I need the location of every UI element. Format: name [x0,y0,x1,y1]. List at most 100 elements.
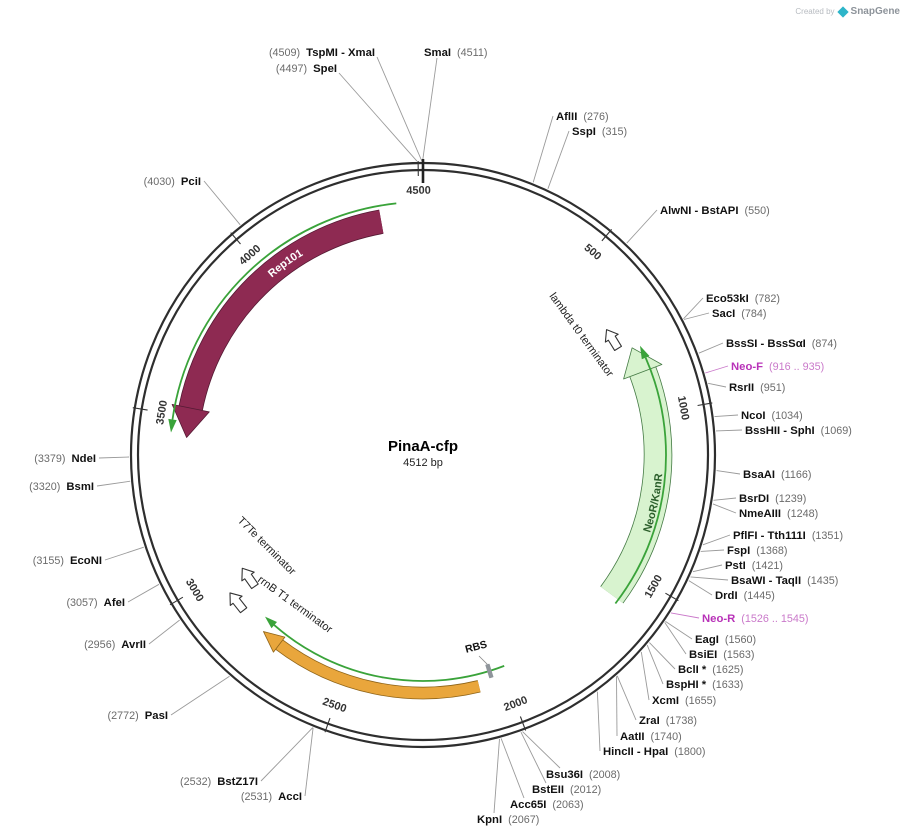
leader-line-econi [104,546,144,561]
site-label-avrii: (2956) AvrII [84,639,146,651]
leader-line-bsrdi [713,497,737,501]
site-label-bsshii-sphi: BssHII - SphI (1069) [745,425,852,437]
rbs-label: RBS [464,638,489,655]
terminator-arrow-rrnb-t1-terminator [229,592,248,614]
site-label-bsu36i: Bsu36I (2008) [546,769,620,781]
site-label-bcli: BclI * (1625) [678,664,743,676]
leader-line-drdi [688,580,713,596]
leader-line-pflfi-tth111i [702,534,731,546]
site-label-xcmi: XcmI (1655) [652,695,716,707]
leader-line-bsu36i [522,731,561,769]
site-label-sspi: SspI (315) [572,126,627,138]
leader-line-xcmi [640,651,650,701]
site-label-bsrdi: BsrDI (1239) [739,493,806,505]
leader-line-pasi [170,675,230,716]
tick-1000 [697,402,713,407]
site-label-pflfi-tth111i: PflFI - Tth111I (1351) [733,530,843,542]
leader-line-bsmi [96,480,131,487]
site-label-drdi: DrdI (1445) [715,590,775,602]
leader-line-eco53ki [683,297,704,320]
tick-label-3500: 3500 [154,399,170,425]
tick-label-2500: 2500 [321,696,348,715]
leader-line-bsteii [520,732,547,784]
tick-500 [601,229,613,242]
tick-label-2000: 2000 [502,694,529,714]
leader-line-bcli [649,642,676,670]
leader-line-avrii [148,619,180,645]
primer-label-neo-r: Neo-R (1526 .. 1545) [702,613,809,625]
site-label-rsrii: RsrII (951) [729,382,785,394]
leader-line-zrai [616,675,637,721]
backbone-circle [129,161,717,749]
rbs-marker [485,663,494,679]
leader-line-bsshii-sphi [715,429,743,432]
leader-line-eagi [665,621,693,640]
tick-2000 [519,716,527,731]
site-labels: (4509) TspMI - XmaI (4497) SpeI SmaI (4511… [29,47,852,826]
leader-line-sspi [547,130,570,189]
leader-line-smai [422,57,438,162]
site-label-ndei: (3379) NdeI [34,453,96,465]
plasmid-backbone [129,161,717,749]
terminator-arrow-t7te-terminator [241,567,259,590]
rbs-leader-line [478,655,488,665]
leader-line-fspi [700,549,725,552]
created-by-label: Created by [795,7,835,16]
leader-line-ncoi [714,414,739,418]
site-label-bsawi-taqii: BsaWI - TaqII (1435) [731,575,838,587]
tick-2500 [324,717,331,733]
site-label-psti: PstI (1421) [725,560,783,572]
leader-lines [96,56,743,814]
leader-line-saci [683,312,710,320]
site-label-saci: SacI (784) [712,308,766,320]
site-label-afei: (3057) AfeI [66,597,125,609]
tick-label-1500: 1500 [643,573,666,600]
tick-label-4500: 4500 [406,185,431,197]
leader-line-psti [692,564,723,573]
leader-line-afei [127,583,160,603]
tick-label-4000: 4000 [237,243,263,268]
feature-arrowhead [262,631,286,653]
site-label-ncoi: NcoI (1034) [741,410,803,422]
site-label-bsteii: BstEII (2012) [532,784,601,796]
site-label-tspmi-xmai: (4509) TspMI - XmaI [269,47,375,59]
site-label-zrai: ZraI (1738) [639,715,697,727]
leader-line-acci [304,727,314,797]
tick-3500 [132,407,148,411]
site-label-aflii: AflII (276) [556,111,609,123]
site-label-bsssi-bsss-i: BssSI - BssSαI (874) [726,338,837,350]
rbs-group: RBS [464,638,494,679]
leader-line-hincii-hpai [596,691,601,752]
features: Rep101 NeoR/KanR [171,209,673,700]
orf-arrow-1 [614,345,667,605]
site-label-alwni-bstapi: AlwNI - BstAPI (550) [660,205,770,217]
leader-line-rsrii [708,382,727,388]
snapgene-logo-icon [836,5,849,18]
terminators: lambda t0 terminator T7Te terminatorrrnB … [229,291,623,636]
site-label-bsiei: BsiEI (1563) [689,649,754,661]
site-label-acc65i: Acc65I (2063) [510,799,584,811]
feature-neor-kanr: NeoR/KanR [600,347,673,604]
site-label-pasi: (2772) PasI [108,710,168,722]
leader-line-tspmi-xmai [376,56,423,162]
tick-3000 [169,596,184,606]
site-label-hincii-hpai: HincII - HpaI (1800) [603,746,706,758]
leader-line-bsiei [664,622,687,655]
site-label-bsaai: BsaAI (1166) [743,469,811,481]
site-label-eagi: EagI (1560) [695,634,756,646]
terminator-label-lambda-t0-terminator: lambda t0 terminator [547,291,616,380]
leader-line-aflii [532,115,554,183]
snapgene-brand-label: SnapGene [850,6,900,17]
leader-line-bstz17i [260,727,314,782]
site-label-kpni: KpnI (2067) [477,814,539,826]
site-label-acci: (2531) AccI [241,791,302,803]
tick-label-1000: 1000 [675,395,691,421]
backbone-circle [136,168,710,742]
leader-line-aatii [616,676,618,737]
site-label-spei: (4497) SpeI [276,63,337,75]
site-label-fspi: FspI (1368) [727,545,787,557]
leader-line-kpni [493,738,500,814]
site-label-bstz17i: (2532) BstZ17I [180,776,258,788]
